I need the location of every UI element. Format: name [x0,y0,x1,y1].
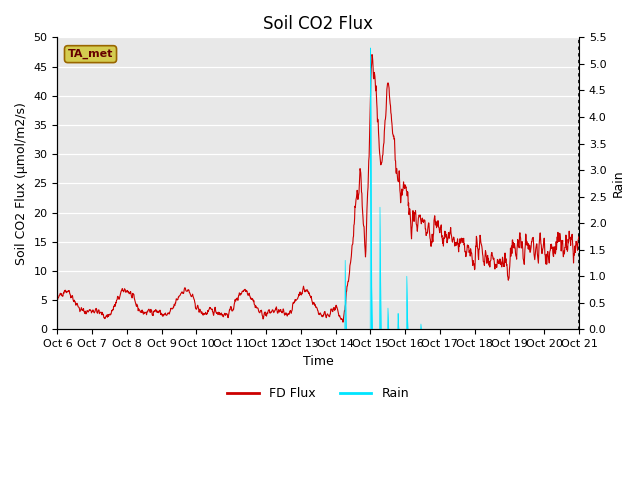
Y-axis label: Soil CO2 Flux (μmol/m2/s): Soil CO2 Flux (μmol/m2/s) [15,102,28,265]
Text: TA_met: TA_met [68,49,113,60]
Title: Soil CO2 Flux: Soil CO2 Flux [263,15,373,33]
Legend: FD Flux, Rain: FD Flux, Rain [222,382,414,405]
X-axis label: Time: Time [303,355,333,368]
Y-axis label: Rain: Rain [612,169,625,197]
